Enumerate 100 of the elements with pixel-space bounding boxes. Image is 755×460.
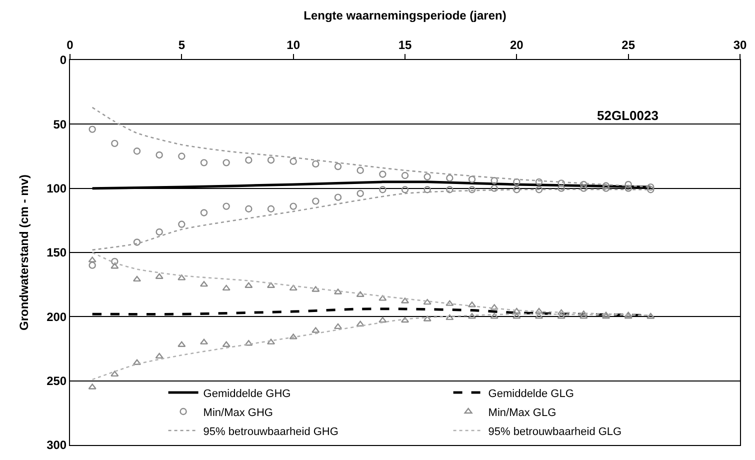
point [222,159,230,166]
point [378,316,387,323]
legend-label: 95% betrouwbaarheid GLG [488,426,622,438]
point [423,316,432,322]
point [200,280,208,287]
point [88,384,96,390]
point [379,170,386,178]
point [468,176,476,183]
point [557,313,566,319]
legend-label: 95% betrouwbaarheid GHG [203,426,338,438]
point [178,341,186,347]
point [312,198,320,205]
point [513,178,520,186]
point [244,282,253,288]
point [423,298,432,305]
point [356,190,364,198]
point [200,209,208,216]
point [133,148,141,155]
legend-label: Min/Max GHG [203,406,273,419]
point [178,220,186,228]
y-axis-title: Grondwaterstand (cm - mv) [16,174,31,331]
point [312,327,320,333]
point [222,341,230,347]
point [400,316,410,323]
point [356,291,364,297]
point [222,202,230,210]
point [290,202,297,210]
point [580,313,588,319]
point [356,166,364,174]
point [155,273,164,279]
point [290,158,297,165]
point [267,156,275,164]
point [490,304,498,310]
point [88,256,96,262]
point [557,309,566,315]
point [401,186,409,194]
point [535,178,543,186]
point [580,310,588,316]
x-tick-label: 10 [286,38,300,52]
point [334,194,342,201]
point [88,262,96,269]
point [446,300,454,306]
point [178,152,186,160]
point [624,180,632,188]
point [558,180,565,187]
x-tick-label: 30 [733,38,747,52]
point [267,205,275,212]
y-tick-label: 300 [46,438,67,452]
point [446,174,454,182]
point [110,263,119,269]
point [132,276,142,282]
point [334,323,342,330]
point [558,184,565,192]
point [490,184,498,192]
point [647,183,654,191]
y-tick-label: 0 [60,53,67,68]
point [580,180,588,188]
point [512,308,521,314]
point [111,140,118,148]
point [580,184,588,192]
point [602,184,610,192]
x-tick-label: 15 [398,38,412,52]
point [289,334,298,340]
legend-label: Gemiddelde GLG [488,388,574,400]
point [88,126,96,133]
point [490,177,498,184]
legend-label: Gemiddelde GHG [203,388,291,400]
legend-label: Min/Max GLG [488,406,556,419]
annotation: 52GL0023 [597,108,658,123]
point [222,284,230,291]
point [356,320,364,326]
point [244,340,253,346]
point [468,186,476,194]
point [512,313,521,319]
point [200,159,208,166]
point [245,156,252,164]
point [312,160,320,168]
point [534,308,544,314]
point [401,172,409,180]
point [378,295,387,301]
point [111,258,118,266]
point [245,205,252,212]
x-axis-title: Lengte waarnemingsperiode (jaren) [304,8,506,22]
y-tick-label: 150 [46,246,67,260]
point [513,186,520,194]
x-tick-label: 25 [622,38,636,52]
point [379,186,386,194]
point [624,184,632,192]
point [334,162,342,170]
point [424,173,431,180]
point [446,186,454,194]
point [602,182,610,190]
y-tick-label: 50 [53,117,67,132]
point [424,186,431,194]
point [178,274,186,280]
point [490,313,498,319]
point [535,186,543,194]
point [156,228,163,236]
point [133,238,141,246]
x-tick-label: 20 [510,38,524,52]
